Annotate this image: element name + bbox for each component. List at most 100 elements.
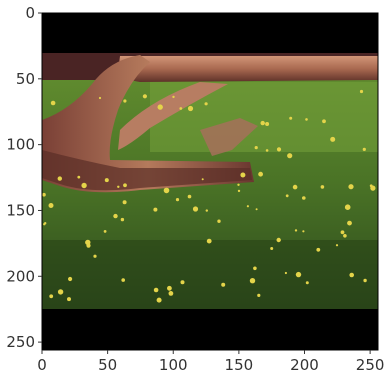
flower-dot bbox=[206, 238, 212, 244]
flower-dot bbox=[349, 272, 355, 278]
flower-dot bbox=[142, 94, 147, 99]
foreground-grass bbox=[42, 240, 378, 309]
flower-dot bbox=[343, 234, 347, 238]
y-axis: 0 50 100 150 200 250 bbox=[6, 4, 42, 351]
x-tick-label: 150 bbox=[225, 356, 254, 372]
flower-dot bbox=[265, 122, 270, 126]
flower-dot bbox=[316, 247, 321, 252]
flower-dot bbox=[284, 271, 287, 275]
flower-dot bbox=[294, 229, 298, 232]
flower-dot bbox=[48, 203, 54, 208]
flower-dot bbox=[276, 147, 282, 152]
flower-dot bbox=[347, 220, 352, 226]
flower-dot bbox=[104, 178, 109, 183]
bottom-letterbox bbox=[42, 309, 378, 350]
flower-dot bbox=[123, 99, 127, 103]
flower-dot bbox=[122, 200, 127, 205]
flower-dot bbox=[179, 107, 183, 110]
flower-dot bbox=[348, 184, 354, 190]
flower-dot bbox=[237, 183, 240, 186]
flower-dot bbox=[254, 146, 258, 150]
flower-dot bbox=[117, 185, 120, 188]
flower-dot bbox=[292, 184, 298, 190]
flower-dot bbox=[305, 281, 309, 285]
flower-dot bbox=[153, 207, 158, 212]
flower-dot bbox=[42, 192, 46, 197]
flower-dot bbox=[157, 104, 163, 110]
trunk-shadow bbox=[42, 150, 252, 191]
flower-dot bbox=[172, 95, 175, 99]
x-tick-label: 0 bbox=[37, 356, 47, 372]
diagonal-branch bbox=[118, 82, 228, 150]
top-letterbox bbox=[42, 13, 378, 53]
flower-dot bbox=[98, 96, 102, 100]
flower-dot bbox=[121, 278, 125, 282]
flower-dot bbox=[363, 278, 367, 283]
y-tick-label: 100 bbox=[6, 136, 35, 154]
y-tick-label: 250 bbox=[6, 333, 35, 351]
flower-dot bbox=[295, 271, 302, 278]
flower-dot bbox=[217, 219, 221, 223]
flower-dot bbox=[305, 118, 308, 121]
flower-dot bbox=[258, 171, 263, 177]
y-tick-label: 200 bbox=[6, 267, 35, 285]
flower-dot bbox=[330, 136, 336, 142]
flower-dot bbox=[44, 222, 47, 225]
flower-dot bbox=[344, 204, 351, 210]
flower-dot bbox=[265, 149, 269, 152]
flower-dot bbox=[270, 247, 274, 250]
flower-dot bbox=[322, 119, 326, 124]
flower-dot bbox=[113, 213, 118, 219]
flower-dot bbox=[249, 278, 256, 284]
x-tick-label: 200 bbox=[290, 356, 319, 372]
flower-dot bbox=[359, 89, 364, 94]
y-tick-label: 50 bbox=[16, 70, 35, 88]
flower-dot bbox=[123, 183, 127, 188]
flower-dot bbox=[237, 189, 241, 193]
flower-dot bbox=[50, 100, 56, 106]
flower-dot bbox=[246, 205, 249, 208]
flower-dot bbox=[168, 291, 174, 296]
flower-dot bbox=[153, 287, 159, 293]
flower-dot bbox=[81, 182, 87, 189]
flower-dot bbox=[103, 230, 107, 233]
flower-dot bbox=[187, 105, 194, 112]
flower-cluster bbox=[42, 89, 376, 303]
flower-dot bbox=[77, 175, 81, 179]
flower-dot bbox=[93, 254, 97, 258]
flower-dot bbox=[57, 176, 62, 181]
flower-dot bbox=[85, 239, 91, 246]
back-log bbox=[118, 56, 378, 82]
axes-frame bbox=[41, 12, 379, 351]
flower-dot bbox=[302, 196, 306, 200]
flower-dot bbox=[260, 120, 265, 126]
flower-dot bbox=[253, 266, 257, 271]
flower-dot bbox=[205, 209, 208, 212]
flower-dot bbox=[257, 293, 261, 297]
flower-dot bbox=[340, 230, 345, 235]
flower-dot bbox=[156, 297, 162, 303]
flower-dot bbox=[204, 102, 208, 106]
flower-dot bbox=[49, 294, 54, 299]
flower-dot bbox=[167, 285, 172, 291]
flower-dot bbox=[285, 194, 289, 198]
flower-dot bbox=[120, 217, 125, 222]
side-branch bbox=[200, 118, 258, 156]
flower-dot bbox=[221, 282, 226, 287]
flower-dot bbox=[255, 208, 258, 211]
x-axis: 0 50 100 150 200 250 bbox=[37, 350, 384, 372]
flower-dot bbox=[192, 206, 199, 212]
y-tick-label: 0 bbox=[25, 4, 35, 22]
flower-dot bbox=[180, 280, 185, 285]
flower-dot bbox=[57, 289, 64, 295]
flower-dot bbox=[67, 297, 71, 302]
flower-dot bbox=[187, 194, 192, 199]
x-tick-label: 50 bbox=[98, 356, 117, 372]
flower-dot bbox=[302, 230, 305, 233]
flower-dot bbox=[370, 185, 376, 191]
flower-dot bbox=[320, 185, 325, 189]
x-tick-label: 100 bbox=[159, 356, 188, 372]
flower-dot bbox=[163, 187, 170, 194]
